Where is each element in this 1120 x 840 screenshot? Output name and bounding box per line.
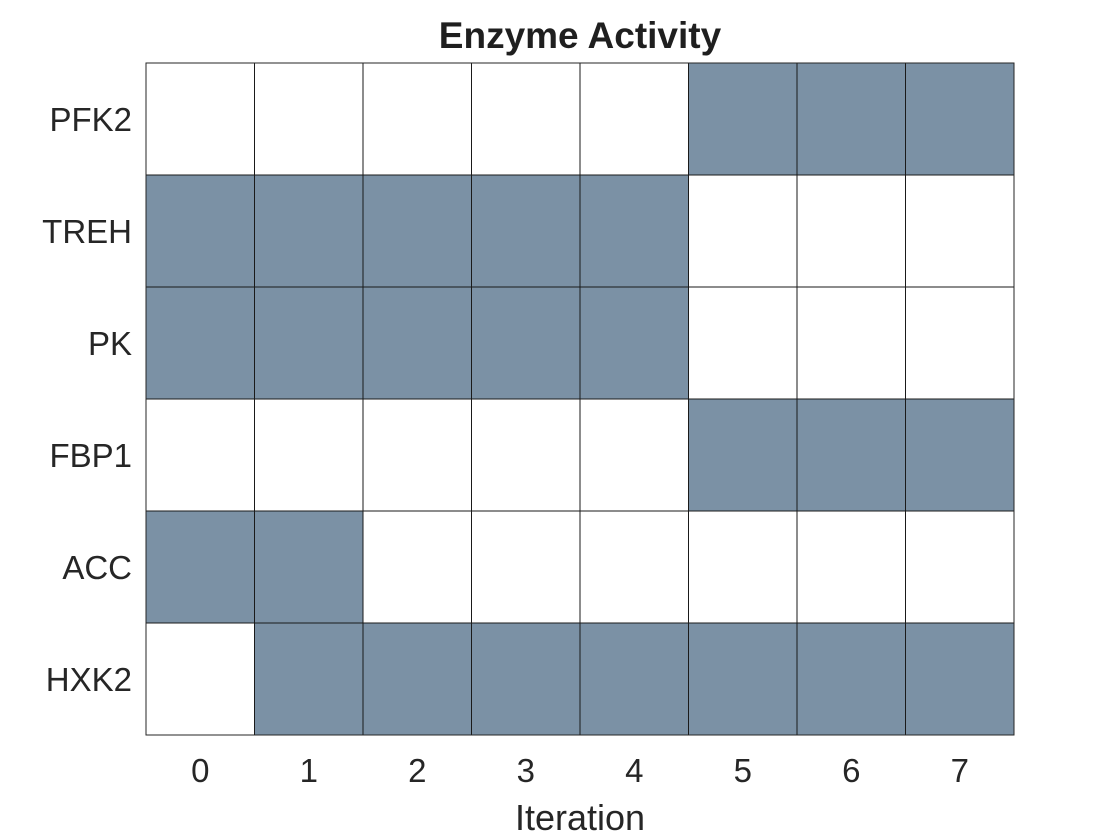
- heatmap-cell-pfk2-3: [471, 62, 581, 176]
- y-tick-label: PK: [88, 325, 132, 362]
- y-tick-label: PFK2: [49, 101, 132, 138]
- heatmap-cell-pfk2-6: [796, 62, 906, 176]
- heatmap-cell-acc-1: [254, 510, 364, 624]
- heatmap-cell-treh-4: [579, 174, 689, 288]
- heatmap-cell-pfk2-1: [254, 62, 364, 176]
- y-tick-label: TREH: [42, 213, 132, 250]
- heatmap-cell-fbp1-2: [362, 398, 472, 512]
- plot-frame: [145, 62, 1015, 736]
- heatmap-cell-hxk2-4: [579, 622, 689, 736]
- heatmap-cell-pk-4: [579, 286, 689, 400]
- heatmap-cell-pfk2-7: [905, 62, 1015, 176]
- x-tick-label: 6: [842, 752, 860, 789]
- heatmap-cell-acc-0: [145, 510, 255, 624]
- heatmap-cell-acc-2: [362, 510, 472, 624]
- y-tick-label: FBP1: [49, 437, 132, 474]
- heatmap-cell-hxk2-0: [145, 622, 255, 736]
- y-tick-label: ACC: [62, 549, 132, 586]
- heatmap-cell-treh-1: [254, 174, 364, 288]
- heatmap-cells: [145, 62, 1015, 736]
- heatmap-cell-hxk2-5: [688, 622, 798, 736]
- heatmap-cell-acc-6: [796, 510, 906, 624]
- heatmap-cell-hxk2-1: [254, 622, 364, 736]
- x-axis-tick-labels: 0 1 2 3 4 5 6 7: [191, 752, 969, 789]
- x-tick-label: 7: [951, 752, 969, 789]
- heatmap-cell-treh-3: [471, 174, 581, 288]
- heatmap-cell-pfk2-0: [145, 62, 255, 176]
- x-tick-label: 5: [734, 752, 752, 789]
- x-tick-label: 3: [517, 752, 535, 789]
- heatmap-cell-hxk2-2: [362, 622, 472, 736]
- heatmap-cell-fbp1-7: [905, 398, 1015, 512]
- heatmap-cell-pfk2-5: [688, 62, 798, 176]
- heatmap-cell-treh-5: [688, 174, 798, 288]
- x-tick-label: 1: [300, 752, 318, 789]
- heatmap-cell-pk-3: [471, 286, 581, 400]
- heatmap-cell-pk-1: [254, 286, 364, 400]
- chart-title: Enzyme Activity: [439, 15, 722, 56]
- heatmap-cell-fbp1-6: [796, 398, 906, 512]
- heatmap-cell-acc-5: [688, 510, 798, 624]
- heatmap-cell-pk-0: [145, 286, 255, 400]
- x-tick-label: 4: [625, 752, 643, 789]
- heatmap-cell-treh-7: [905, 174, 1015, 288]
- heatmap-cell-fbp1-4: [579, 398, 689, 512]
- heatmap-cell-pfk2-4: [579, 62, 689, 176]
- heatmap-cell-fbp1-0: [145, 398, 255, 512]
- heatmap-cell-pk-5: [688, 286, 798, 400]
- y-axis-tick-labels: PFK2 TREH PK FBP1 ACC HXK2: [42, 101, 132, 698]
- heatmap-cell-hxk2-6: [796, 622, 906, 736]
- heatmap-cell-fbp1-5: [688, 398, 798, 512]
- heatmap-cell-treh-2: [362, 174, 472, 288]
- y-tick-label: HXK2: [46, 661, 132, 698]
- heatmap-cell-fbp1-3: [471, 398, 581, 512]
- heatmap-cell-hxk2-3: [471, 622, 581, 736]
- x-tick-label: 2: [408, 752, 426, 789]
- heatmap-cell-pk-7: [905, 286, 1015, 400]
- x-tick-label: 0: [191, 752, 209, 789]
- heatmap-cell-treh-6: [796, 174, 906, 288]
- heatmap-cell-fbp1-1: [254, 398, 364, 512]
- heatmap-cell-acc-3: [471, 510, 581, 624]
- x-axis-label: Iteration: [515, 797, 645, 838]
- heatmap-cell-pk-2: [362, 286, 472, 400]
- heatmap-cell-treh-0: [145, 174, 255, 288]
- heatmap-cell-pfk2-2: [362, 62, 472, 176]
- heatmap-cell-acc-7: [905, 510, 1015, 624]
- heatmap-cell-pk-6: [796, 286, 906, 400]
- heatmap-cell-acc-4: [579, 510, 689, 624]
- heatmap-cell-hxk2-7: [905, 622, 1015, 736]
